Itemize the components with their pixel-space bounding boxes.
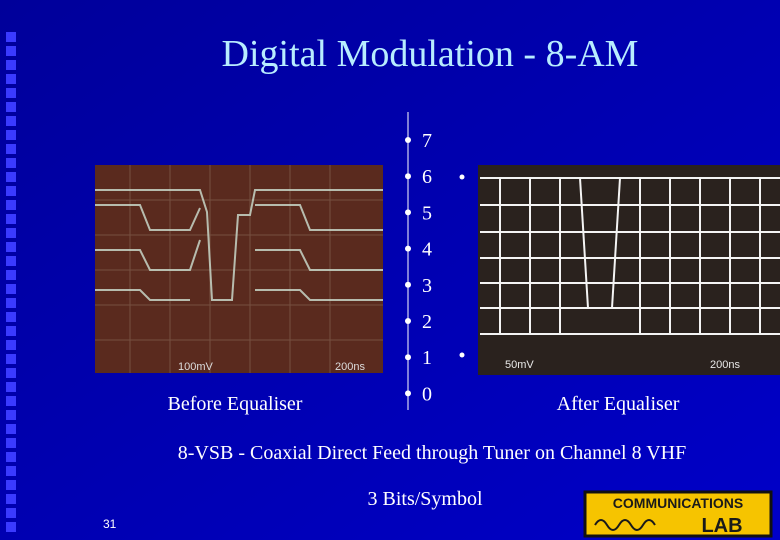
- strip-square: [6, 186, 16, 196]
- logo-bottom: LAB: [701, 515, 742, 537]
- strip-square: [6, 74, 16, 84]
- strip-square: [6, 494, 16, 504]
- scope-after: 50mV 200ns: [478, 165, 780, 375]
- level-label: 2: [422, 311, 432, 333]
- caption: Before Equaliser: [168, 393, 303, 415]
- strip-square: [6, 116, 16, 126]
- strip-square: [6, 242, 16, 252]
- strip-square: [6, 32, 16, 42]
- level-label: 4: [422, 239, 432, 261]
- strip-square: [6, 466, 16, 476]
- level-dot: [405, 137, 411, 143]
- strip-square: [6, 284, 16, 294]
- strip-square: [6, 144, 16, 154]
- strip-square: [6, 214, 16, 224]
- level-list: 7 6 5 4 3 2 1 0: [405, 130, 432, 405]
- scope-before: 100mV 200ns: [95, 165, 383, 373]
- scope-scale: 100mV: [178, 361, 214, 373]
- strip-square: [6, 200, 16, 210]
- strip-square: [6, 354, 16, 364]
- strip-square: [6, 60, 16, 70]
- strip-square: [6, 368, 16, 378]
- strip-square: [6, 88, 16, 98]
- strip-square: [6, 270, 16, 280]
- slide-title: Digital Modulation - 8-AM: [222, 33, 639, 75]
- strip-square: [6, 452, 16, 462]
- marker-dot: [459, 174, 465, 180]
- marker-dot: [459, 352, 465, 358]
- strip-square: [6, 130, 16, 140]
- strip-square: [6, 46, 16, 56]
- side-strip: [6, 32, 16, 532]
- strip-square: [6, 480, 16, 490]
- strip-square: [6, 158, 16, 168]
- page-number: 31: [103, 517, 117, 531]
- level-label: 5: [422, 202, 432, 224]
- strip-square: [6, 424, 16, 434]
- strip-square: [6, 256, 16, 266]
- logo: COMMUNICATIONS LAB: [583, 490, 773, 538]
- level-dot: [405, 173, 411, 180]
- scope-time: 200ns: [710, 359, 740, 371]
- strip-square: [6, 326, 16, 336]
- level-label: 1: [422, 347, 432, 369]
- level-label: 0: [422, 383, 432, 405]
- strip-square: [6, 172, 16, 182]
- level-dot: [405, 281, 411, 288]
- level-dot: [405, 209, 411, 216]
- scope-time: 200ns: [335, 361, 365, 373]
- logo-top: COMMUNICATIONS: [613, 495, 743, 511]
- level-dot: [405, 390, 411, 397]
- level-dot: [405, 318, 411, 324]
- caption: After Equaliser: [557, 393, 680, 415]
- strip-square: [6, 298, 16, 308]
- scope-scale: 50mV: [505, 359, 534, 371]
- strip-square: [6, 508, 16, 518]
- strip-square: [6, 340, 16, 350]
- note: 3 Bits/Symbol: [367, 488, 482, 510]
- level-dot: [405, 354, 411, 361]
- strip-square: [6, 396, 16, 406]
- strip-square: [6, 382, 16, 392]
- strip-square: [6, 102, 16, 112]
- strip-square: [6, 438, 16, 448]
- level-dot: [405, 245, 411, 252]
- strip-square: [6, 410, 16, 420]
- level-label: 6: [422, 166, 432, 188]
- strip-square: [6, 312, 16, 322]
- level-label: 7: [422, 130, 432, 152]
- strip-square: [6, 522, 16, 532]
- strip-square: [6, 228, 16, 238]
- subtitle: 8-VSB - Coaxial Direct Feed through Tune…: [178, 442, 687, 464]
- level-label: 3: [422, 275, 432, 297]
